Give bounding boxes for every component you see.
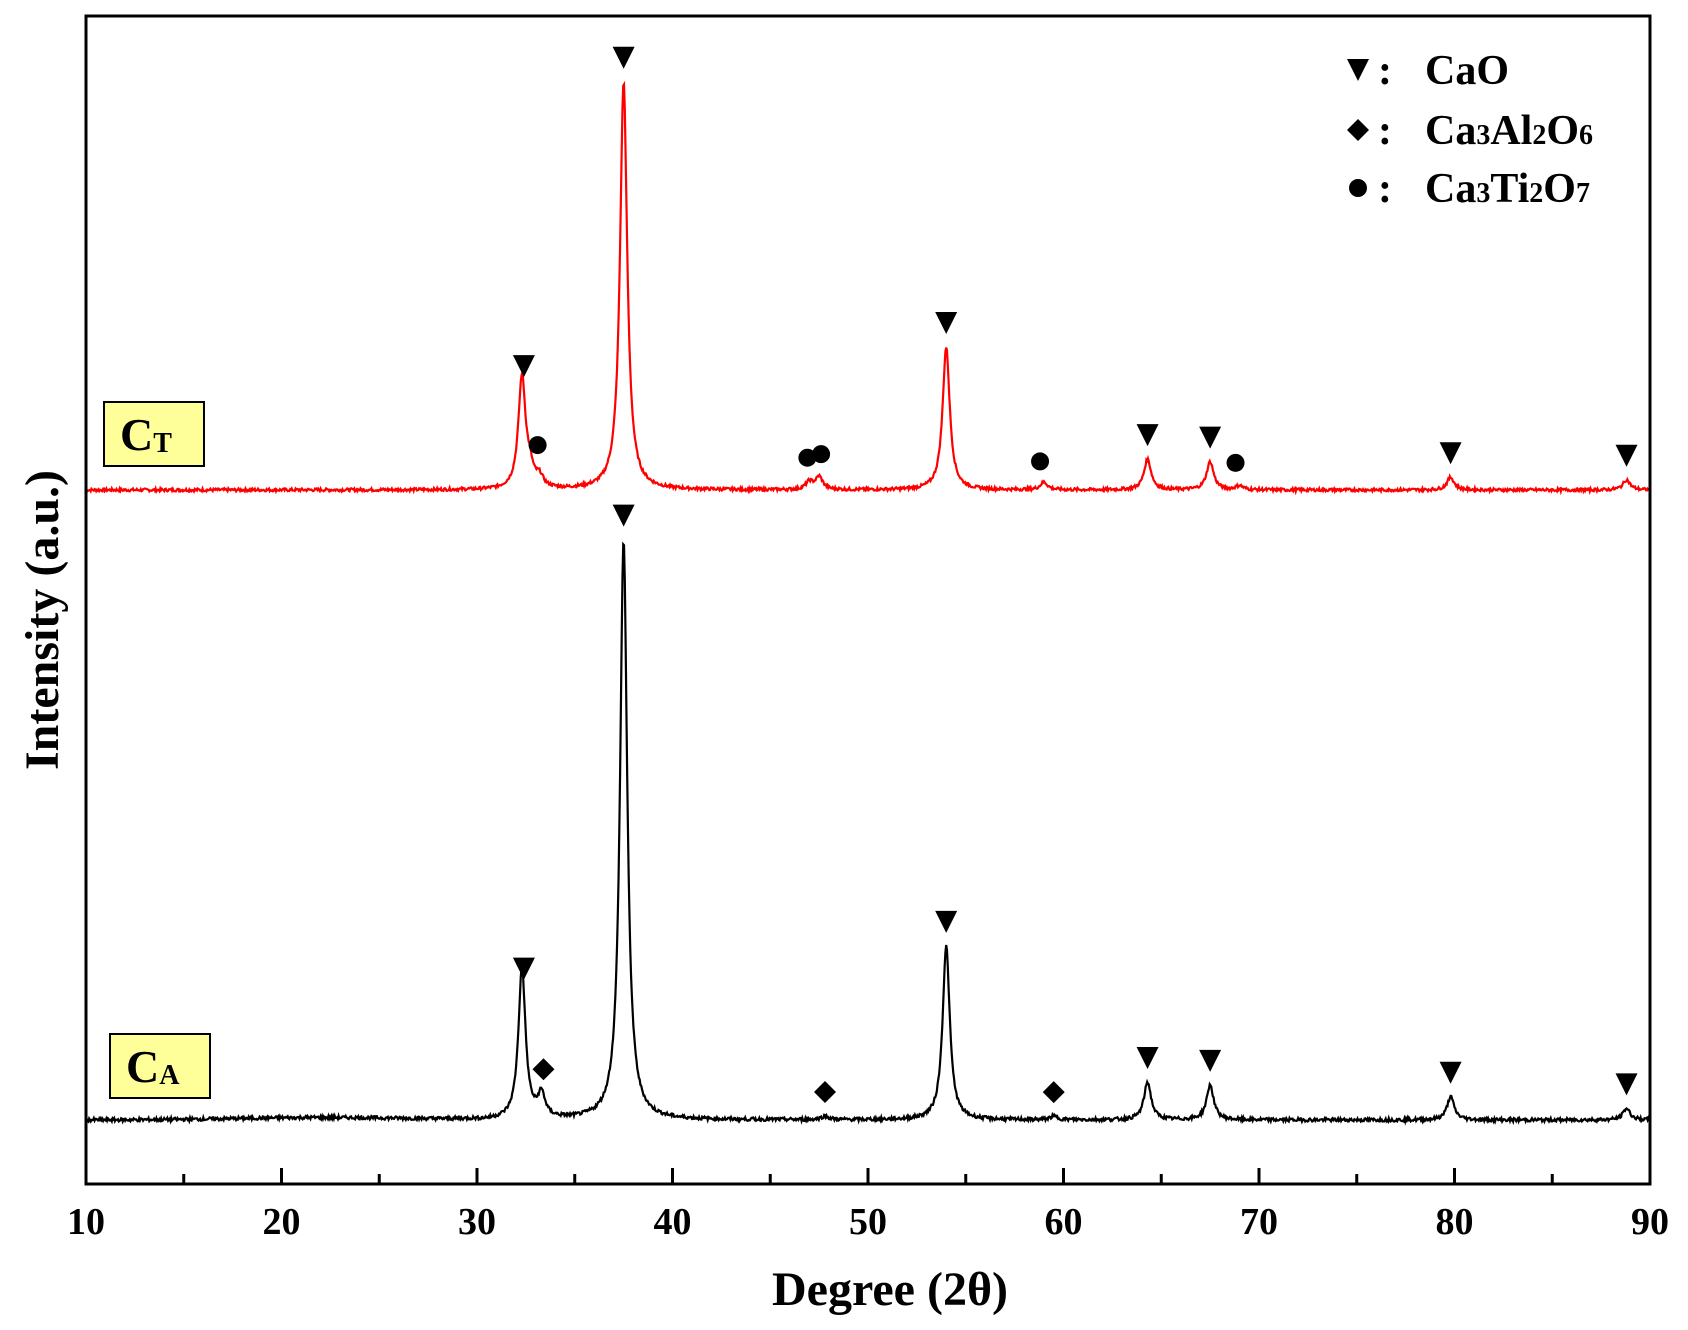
legend-colon: : bbox=[1378, 108, 1392, 154]
x-tick-label: 80 bbox=[1436, 1201, 1474, 1243]
peak-marker-ca-down-triangle bbox=[612, 504, 635, 527]
legend-marker-diamond bbox=[1347, 119, 1369, 141]
peak-marker-ct-down-triangle bbox=[612, 46, 635, 69]
peak-marker-ct-circle bbox=[812, 445, 831, 464]
peak-marker-ct-down-triangle bbox=[1199, 426, 1222, 449]
legend-marker-circle bbox=[1349, 179, 1367, 197]
peak-marker-ct-down-triangle bbox=[512, 355, 535, 378]
peak-marker-ct-down-triangle bbox=[1615, 444, 1638, 467]
peak-marker-ct-circle bbox=[528, 436, 547, 455]
x-tick-label: 90 bbox=[1631, 1201, 1669, 1243]
x-tick-label: 10 bbox=[67, 1201, 105, 1243]
peak-marker-ct-down-triangle bbox=[1439, 442, 1462, 465]
x-tick-label: 40 bbox=[654, 1201, 692, 1243]
sample-labels: CT CA bbox=[103, 401, 211, 1099]
legend-label: Ca3Ti2O7 bbox=[1425, 166, 1590, 212]
peak-marker-ca-diamond bbox=[1042, 1081, 1065, 1104]
legend-label: CaO bbox=[1425, 48, 1509, 94]
x-tick-label: 20 bbox=[263, 1201, 301, 1243]
legend-colon: : bbox=[1378, 48, 1392, 94]
peak-marker-ca-down-triangle bbox=[1199, 1049, 1222, 1072]
peak-marker-ca-down-triangle bbox=[512, 957, 535, 980]
peak-marker-ca-diamond bbox=[532, 1058, 555, 1081]
x-axis-title: Degree (2θ) bbox=[772, 1263, 1008, 1316]
sample-label-box bbox=[109, 1033, 211, 1099]
peak-marker-ct-circle bbox=[1031, 452, 1050, 471]
series-line-ca bbox=[85, 541, 1651, 1126]
plot-frame bbox=[84, 14, 1652, 1186]
series-line-ct bbox=[85, 80, 1651, 496]
sample-label-ca: CA bbox=[109, 1033, 211, 1099]
peak-marker-ct-circle bbox=[1226, 453, 1245, 472]
peak-marker-ca-down-triangle bbox=[935, 910, 958, 933]
legend-label: Ca3Al2O6 bbox=[1425, 108, 1593, 154]
legend-marker-down-triangle bbox=[1347, 59, 1369, 81]
peak-marker-ca-diamond bbox=[813, 1080, 836, 1103]
x-tick-label: 70 bbox=[1240, 1201, 1278, 1243]
sample-label-box bbox=[103, 401, 205, 467]
legend: : CaO: Ca3Al2O6: Ca3Ti2O7 bbox=[1347, 48, 1593, 212]
peak-marker-ct-circle bbox=[798, 448, 817, 467]
peak-marker-ca-down-triangle bbox=[1136, 1046, 1159, 1069]
plot-area bbox=[85, 46, 1651, 1126]
sample-label-text: CA bbox=[126, 1041, 180, 1092]
x-tick-label: 60 bbox=[1045, 1201, 1083, 1243]
x-tick-label: 50 bbox=[849, 1201, 887, 1243]
x-tick-label: 30 bbox=[458, 1201, 496, 1243]
y-axis-title: Intensity (a.u.) bbox=[16, 470, 69, 770]
peak-marker-ca-down-triangle bbox=[1439, 1061, 1462, 1084]
peak-marker-ct-down-triangle bbox=[935, 312, 958, 335]
peak-marker-ct-down-triangle bbox=[1136, 424, 1159, 447]
axes: 10 20 30 40 50 60 70 80 90 bbox=[67, 14, 1669, 1243]
peak-marker-ca-down-triangle bbox=[1615, 1073, 1638, 1096]
legend-colon: : bbox=[1378, 166, 1392, 212]
sample-label-ct: CT bbox=[103, 401, 205, 467]
sample-label-text: CT bbox=[120, 409, 172, 460]
